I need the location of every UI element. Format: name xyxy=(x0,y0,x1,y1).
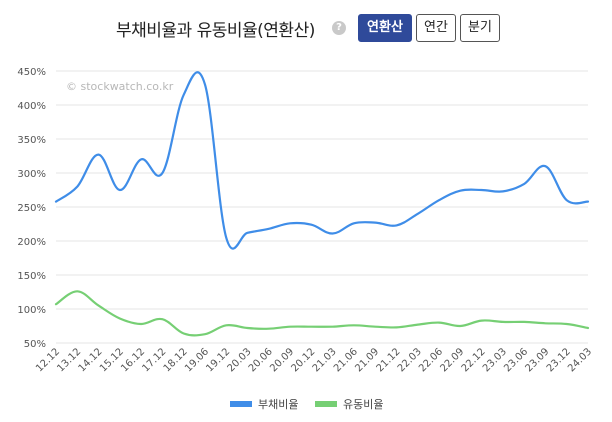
y-tick-label: 200% xyxy=(17,237,46,248)
data-point xyxy=(374,221,377,224)
data-point xyxy=(140,158,143,161)
data-point xyxy=(118,189,121,192)
data-point xyxy=(438,321,441,324)
data-point xyxy=(544,322,547,325)
data-point xyxy=(76,185,79,188)
data-point xyxy=(55,303,58,306)
y-tick-label: 300% xyxy=(17,169,46,180)
quarterly-toggle-button[interactable]: 분기 xyxy=(460,14,500,42)
y-tick-label: 400% xyxy=(17,101,46,112)
data-point xyxy=(246,327,249,330)
data-point xyxy=(289,222,292,225)
watermark: © stockwatch.co.kr xyxy=(66,80,174,93)
data-point xyxy=(331,232,334,235)
chart-title: 부채비율과 유동비율(연환산) xyxy=(116,21,315,41)
data-point xyxy=(565,322,568,325)
y-axis-ticks: 50% 100% 150% 200% 250% 300% 350% 400% 450% xyxy=(17,67,46,350)
legend-swatch xyxy=(315,401,337,407)
legend: 부채비율 유동비율 xyxy=(230,398,383,411)
data-point xyxy=(501,320,504,323)
data-point xyxy=(480,319,483,322)
series-line-debt-ratio xyxy=(54,71,590,250)
question-circle-icon[interactable]: ? xyxy=(332,21,346,35)
data-point xyxy=(544,165,547,168)
data-point xyxy=(523,320,526,323)
y-tick-label: 350% xyxy=(17,135,46,146)
data-point xyxy=(289,325,292,328)
data-point xyxy=(267,327,270,330)
data-point xyxy=(246,231,249,234)
data-point xyxy=(352,324,355,327)
legend-label: 유동비율 xyxy=(343,398,383,411)
y-tick-label: 50% xyxy=(24,339,46,350)
data-point xyxy=(416,212,419,215)
data-point xyxy=(267,227,270,230)
data-point xyxy=(118,317,121,320)
data-point xyxy=(565,199,568,202)
data-point xyxy=(140,322,143,325)
y-tick-label: 450% xyxy=(17,67,46,78)
data-point xyxy=(203,333,206,336)
data-point xyxy=(225,324,228,327)
data-point xyxy=(97,153,100,156)
series-line-current-ratio xyxy=(54,290,590,337)
data-point xyxy=(416,323,419,326)
annualized-toggle-button[interactable]: 연환산 xyxy=(358,14,412,42)
data-point xyxy=(161,318,164,321)
data-point xyxy=(310,223,313,226)
y-tick-label: 150% xyxy=(17,271,46,282)
data-point xyxy=(225,236,228,239)
legend-swatch xyxy=(230,401,252,407)
data-point xyxy=(374,325,377,328)
data-point xyxy=(523,182,526,185)
x-tick-label: 24.03 xyxy=(566,346,594,374)
data-point xyxy=(182,93,185,96)
annual-toggle-button[interactable]: 연간 xyxy=(416,14,456,42)
y-tick-label: 250% xyxy=(17,203,46,214)
grid-lines xyxy=(56,70,588,344)
data-point xyxy=(161,172,164,175)
data-point xyxy=(331,325,334,328)
data-point xyxy=(395,224,398,227)
data-point xyxy=(55,200,58,203)
legend-label: 부채비율 xyxy=(258,398,298,411)
chart-header: 부채비율과 유동비율(연환산) ? 연환산 연간 분기 xyxy=(0,12,612,44)
data-point xyxy=(76,290,79,293)
data-point xyxy=(438,199,441,202)
data-point xyxy=(203,83,206,86)
data-point xyxy=(459,189,462,192)
data-point xyxy=(587,327,590,330)
data-point xyxy=(182,332,185,335)
data-point xyxy=(97,304,100,307)
data-point xyxy=(459,325,462,328)
series-lines xyxy=(54,71,590,337)
data-point xyxy=(310,325,313,328)
data-point xyxy=(480,189,483,192)
y-tick-label: 100% xyxy=(17,305,46,316)
x-axis-ticks: 12.1213.1214.1215.1216.1217.1218.1219.06… xyxy=(34,346,594,374)
data-point xyxy=(352,222,355,225)
data-point xyxy=(501,190,504,193)
data-point xyxy=(395,326,398,329)
data-point xyxy=(587,200,590,203)
